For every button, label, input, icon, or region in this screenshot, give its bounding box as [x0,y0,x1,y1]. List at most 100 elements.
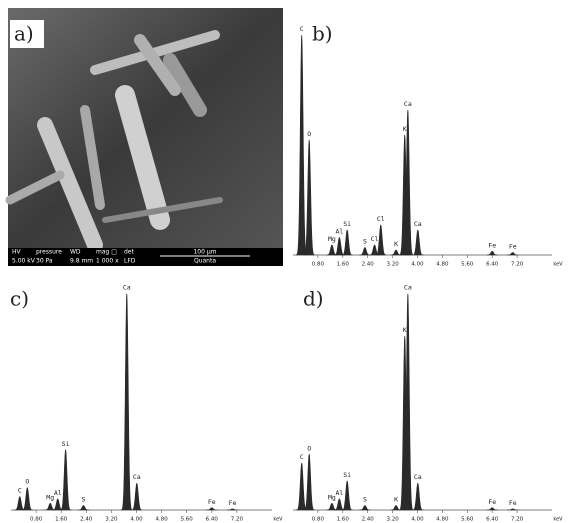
x-tick-label: 7.20 [231,517,244,523]
peak-label: Fe [229,499,237,507]
peak-label: K [403,125,407,133]
peak-label: Cl [377,215,385,223]
info-value: 9.8 mm [70,258,93,265]
peak-label: Al [54,489,62,497]
spectrum-panel: d) 0.80 1.60 2.40 3.20 4.00 4.80 5.60 6.40 7.20 ke… [293,284,563,523]
x-axis-label: keV [553,262,563,268]
x-tick-label: 6.40 [486,262,499,268]
info-header: mag □ [96,249,117,256]
peak-label: S [82,496,86,504]
panel-label-box [10,20,44,48]
peak-label: Fe [509,499,517,507]
x-tick-label: 2.40 [80,517,93,523]
x-tick-label: 3.20 [386,517,399,523]
x-tick-label: 6.40 [486,517,499,523]
x-tick-label: 3.20 [386,262,399,268]
peak-label: Ca [133,473,141,481]
x-tick-label: 7.20 [511,517,524,523]
info-header: det [124,249,135,256]
peak [59,449,72,511]
peak-label: Ca [404,284,412,292]
x-tick-label: 0.80 [312,262,325,268]
spectrum-panel: c) 0.80 1.60 2.40 3.20 4.00 4.80 5.60 6.40 7.20 ke… [10,284,283,523]
peak-label: S [363,496,367,504]
peak-label: Cl [371,235,379,243]
peak-label: Fe [509,243,517,251]
peak [375,224,387,256]
panel-label: b) [312,22,333,46]
x-tick-label: 4.80 [436,517,449,523]
peak [77,505,90,511]
peak [131,482,143,511]
peak [359,505,371,511]
peak [296,34,308,256]
peak [296,462,308,511]
x-tick-label: 3.20 [105,517,118,523]
peak [206,507,218,511]
peak-label: K [394,496,398,504]
peak-label: O [307,130,311,138]
info-value: 1 000 x [96,258,119,265]
peak-label: Ca [414,220,422,228]
x-tick-label: 5.60 [181,517,194,523]
peak [486,250,498,256]
peak [507,508,519,511]
x-tick-label: 0.80 [30,517,43,523]
x-tick-label: 2.40 [362,517,375,523]
peak [341,229,353,256]
peak [341,480,353,511]
peak [303,453,315,511]
x-tick-label: 4.00 [411,262,424,268]
peak-label: S [363,238,367,246]
peak-label: Ca [414,473,422,481]
peak-label: Si [343,471,351,479]
x-tick-label: 4.80 [436,262,449,268]
peak [412,229,424,256]
peak [402,293,414,511]
info-bar [8,248,283,266]
x-tick-label: 5.60 [461,262,474,268]
x-tick-label: 1.60 [55,517,68,523]
peak [507,252,519,256]
peak-label: Fe [208,498,216,506]
peak [402,109,414,256]
info-value: 30 Pa [36,258,53,265]
peak [412,482,424,511]
peak-label: O [307,444,311,452]
spectrum-panel: b) 0.80 1.60 2.40 3.20 4.00 4.80 5.60 6.40 7.20 ke… [293,22,563,268]
x-tick-label: 7.20 [511,262,524,268]
x-tick-label: 5.60 [461,517,474,523]
peak-label: K [394,240,398,248]
peak [14,496,26,511]
x-tick-label: 0.80 [312,517,325,523]
peak-label: Mg [328,493,336,501]
peak-label: C [18,487,22,495]
peak-label: O [25,478,29,486]
info-value: 5.00 kV [12,258,36,265]
peak-label: K [403,326,407,334]
x-tick-label: 4.00 [411,517,424,523]
info-header: WD [70,249,81,256]
peak-label: Si [343,220,351,228]
peak-label: Si [62,440,70,448]
info-header: HV [12,249,22,256]
x-axis-label: keV [553,517,563,523]
peak [121,293,133,511]
peak-label: Ca [123,284,131,292]
peak [303,139,315,256]
info-value: LFD [124,258,136,265]
peak-label: C [300,25,304,33]
peak-label: Al [335,228,343,236]
peak [44,503,56,511]
peak [486,507,498,511]
peak-label: C [300,453,304,461]
instrument: Quanta [194,258,216,265]
panel-label: c) [10,287,29,311]
peak [21,487,33,511]
peak [326,503,338,511]
panel-label: d) [303,287,324,311]
peak [226,508,239,511]
peak [326,244,338,256]
peak-label: Al [335,489,343,497]
x-tick-label: 2.40 [362,262,375,268]
